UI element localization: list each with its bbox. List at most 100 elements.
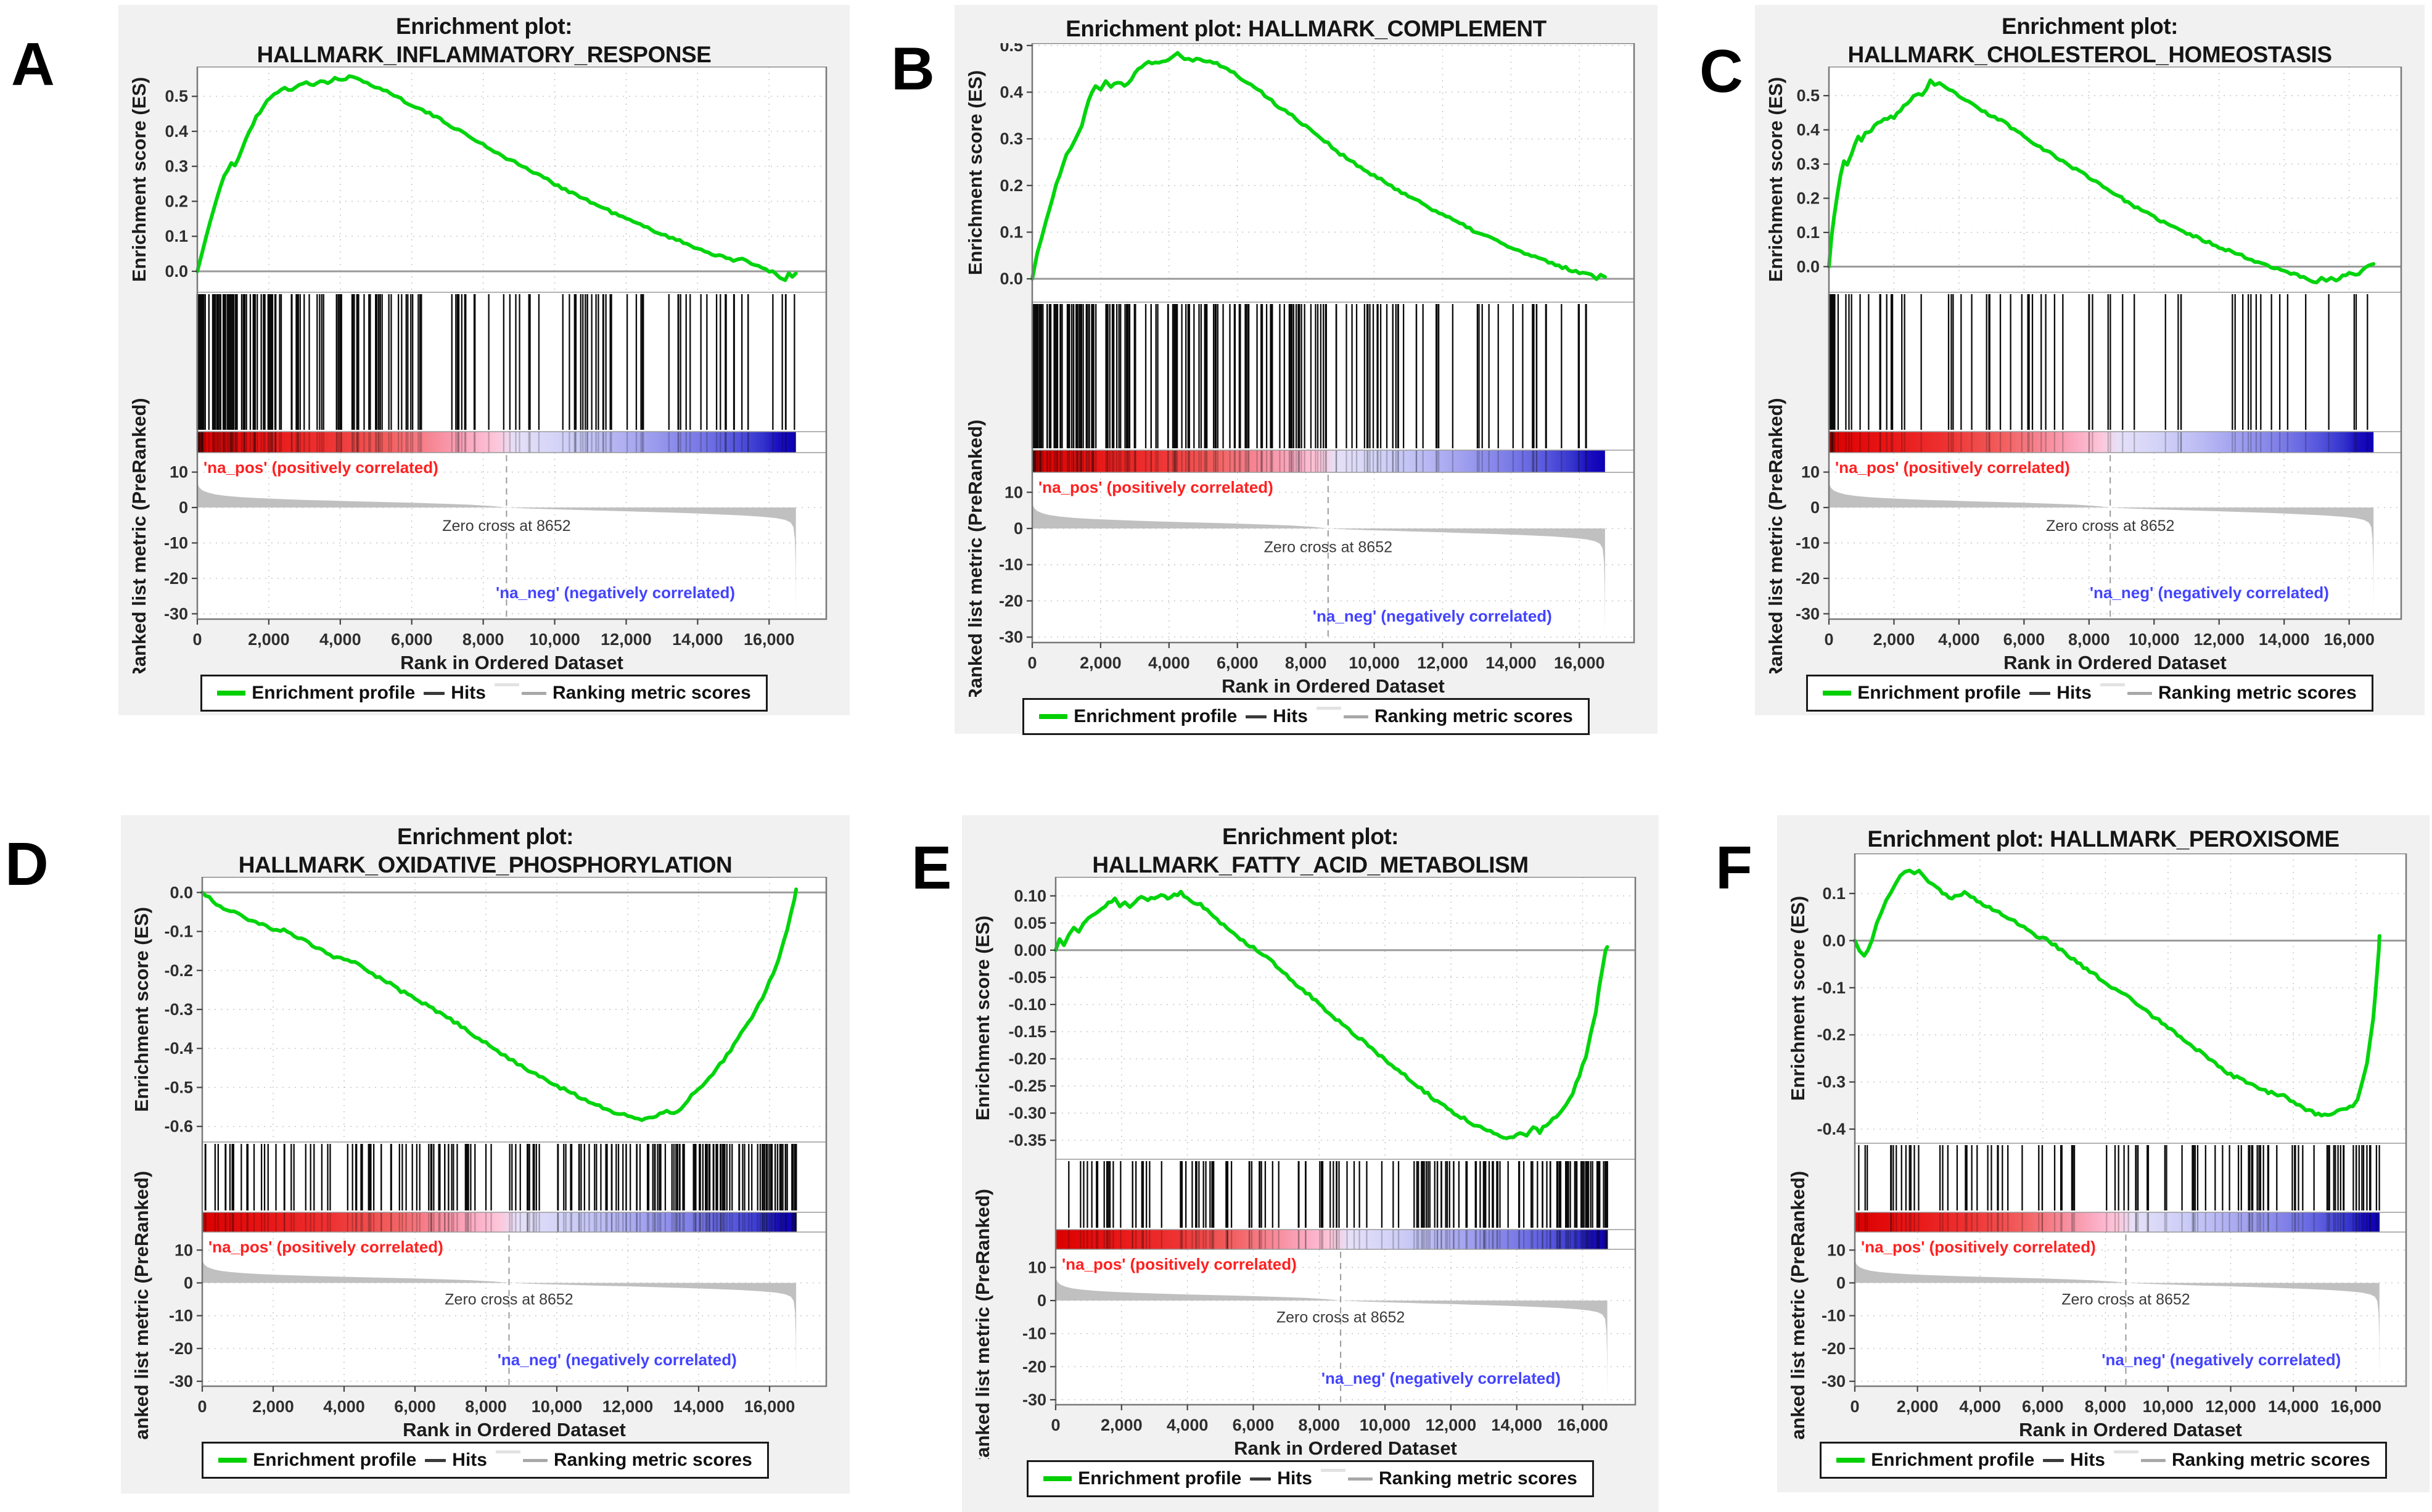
- enrichment-score-curve: [195, 74, 798, 282]
- es-axis: 0.10 0.05 0.00 -0.05 -0.10 -0.15 -0.20 -0.25 -0.…: [972, 887, 1056, 1149]
- svg-text:-10: -10: [169, 1307, 193, 1325]
- hits-barcode: [1031, 304, 1587, 448]
- legend-enrichment-profile: Enrichment profile: [218, 1450, 416, 1471]
- panel-label-a: A: [11, 30, 55, 98]
- svg-text:-20: -20: [1796, 569, 1820, 588]
- zero-cross-annotation: Zero cross at 8652: [2046, 517, 2174, 535]
- svg-text:16,000: 16,000: [1554, 654, 1605, 672]
- es-axis: 0.5 0.4 0.3 0.2 0.1 0.0 Enrichment score (ES): [964, 43, 1032, 288]
- hits-line-icon: [2029, 691, 2051, 695]
- svg-text:12,000: 12,000: [1426, 1416, 1477, 1434]
- es-axis-label: Enrichment score (ES): [972, 916, 993, 1120]
- svg-text:4,000: 4,000: [1167, 1416, 1209, 1434]
- svg-text:2,000: 2,000: [248, 630, 290, 649]
- svg-text:8,000: 8,000: [1298, 1416, 1340, 1434]
- enrichment-profile-line-icon: [1823, 691, 1852, 696]
- annotations: 'na_pos' (positively correlated) Zero cro…: [1861, 1238, 2341, 1369]
- annotations: 'na_pos' (positively correlated) Zero cro…: [208, 1238, 737, 1369]
- hits-line-icon: [424, 691, 445, 695]
- na-neg-annotation: 'na_neg' (negatively correlated): [2101, 1350, 2341, 1369]
- svg-text:10,000: 10,000: [2129, 630, 2180, 649]
- gsea-panel-complement: Enrichment plot: HALLMARK_COMPLEMENT 0.5…: [955, 5, 1658, 735]
- svg-text:12,000: 12,000: [601, 630, 652, 649]
- svg-text:0: 0: [1051, 1416, 1060, 1434]
- legend-label: Enrichment profile: [1078, 1468, 1242, 1489]
- svg-text:0.0: 0.0: [165, 262, 188, 281]
- x-axis-label: Rank in Ordered Dataset: [403, 1419, 626, 1440]
- hits-barcode: [204, 1144, 797, 1210]
- na-pos-annotation: 'na_pos' (positively correlated): [208, 1238, 443, 1256]
- x-axis: 0 2,000 4,000 6,000 8,000 10,000 12,000 14,000 1…: [1027, 643, 1605, 697]
- svg-text:0: 0: [197, 1397, 207, 1416]
- legend-label: Enrichment profile: [253, 1450, 417, 1470]
- svg-text:6,000: 6,000: [2022, 1397, 2064, 1416]
- svg-text:-0.3: -0.3: [164, 1000, 193, 1019]
- svg-text:-0.30: -0.30: [1008, 1104, 1046, 1122]
- plot-border: [1828, 67, 2402, 620]
- svg-text:-0.35: -0.35: [1008, 1131, 1046, 1149]
- ranking-metric-line-icon: [495, 1450, 520, 1453]
- ranked-metric-axis-label: Ranked list metric (PreRanked): [964, 419, 986, 697]
- x-axis-label: Rank in Ordered Dataset: [400, 652, 623, 673]
- enrichment-score-curve: [200, 887, 799, 1122]
- enrichment-profile-line-icon: [1043, 1476, 1072, 1481]
- svg-text:-10: -10: [1822, 1307, 1846, 1325]
- enrichment-score-curve: [1853, 868, 2381, 1118]
- svg-text:6,000: 6,000: [2003, 630, 2045, 649]
- legend-enrichment-profile: Enrichment profile: [1043, 1468, 1241, 1489]
- svg-text:-30: -30: [999, 628, 1023, 646]
- legend-enrichment-profile: Enrichment profile: [217, 683, 415, 704]
- annotations: 'na_pos' (positively correlated) Zero cro…: [1835, 458, 2329, 602]
- svg-text:14,000: 14,000: [673, 1397, 725, 1416]
- svg-text:0.1: 0.1: [1000, 223, 1023, 241]
- ranking-metric-line-icon: [1343, 715, 1368, 718]
- hits-line-icon: [2043, 1458, 2064, 1462]
- legend-hits: Hits: [425, 1450, 487, 1471]
- svg-text:-0.10: -0.10: [1008, 995, 1046, 1014]
- svg-text:0.10: 0.10: [1014, 887, 1046, 905]
- na-pos-annotation: 'na_pos' (positively correlated): [1835, 458, 2070, 477]
- ranking-metric-line-icon: [522, 1458, 548, 1462]
- legend-hits: Hits: [2029, 683, 2092, 704]
- legend-label: Ranking metric scores: [2158, 683, 2357, 703]
- x-axis: 0 2,000 4,000 6,000 8,000 10,000 12,000 14,000 1…: [1850, 1386, 2381, 1440]
- svg-text:-10: -10: [999, 556, 1023, 574]
- svg-text:0.0: 0.0: [1822, 931, 1846, 950]
- es-axis-label: Enrichment score (ES): [1765, 77, 1786, 282]
- svg-text:6,000: 6,000: [1217, 654, 1259, 672]
- legend-label: Hits: [451, 683, 486, 703]
- svg-text:10: 10: [175, 1241, 193, 1259]
- svg-text:12,000: 12,000: [2205, 1397, 2256, 1416]
- es-axis: 0.5 0.4 0.3 0.2 0.1 0.0 Enrichment score (ES): [128, 77, 197, 282]
- x-axis-label: Rank in Ordered Dataset: [1222, 675, 1445, 697]
- enrichment-plot-svg: 0.0 -0.1 -0.2 -0.3 -0.4 -0.5 -0.6 Enrichment sc…: [131, 877, 828, 1440]
- legend-ranking-metric: Ranking metric scores: [1316, 706, 1573, 727]
- hits-line-icon: [1246, 715, 1267, 718]
- svg-text:16,000: 16,000: [1557, 1416, 1608, 1434]
- ranking-metric-line-icon: [1316, 706, 1341, 710]
- es-axis-label: Enrichment score (ES): [128, 77, 150, 282]
- ranked-metric-axis-label: Ranked list metric (PreRanked): [972, 1189, 993, 1459]
- svg-text:16,000: 16,000: [2330, 1397, 2381, 1416]
- ranking-metric-line-icon: [2113, 1450, 2138, 1453]
- panel-label-b: B: [891, 35, 935, 102]
- annotations: 'na_pos' (positively correlated) Zero cro…: [1038, 478, 1552, 625]
- legend-label: Hits: [2070, 1450, 2105, 1470]
- svg-text:0.3: 0.3: [1796, 155, 1820, 173]
- zero-cross-annotation: Zero cross at 8652: [2061, 1291, 2190, 1309]
- svg-text:0.3: 0.3: [165, 157, 188, 176]
- svg-text:0.4: 0.4: [1796, 121, 1820, 139]
- svg-text:0.2: 0.2: [1796, 189, 1820, 208]
- svg-text:10: 10: [1028, 1258, 1046, 1276]
- enrichment-profile-line-icon: [1039, 714, 1068, 719]
- ranked-metric-axis-label: Ranked list metric (PreRanked): [131, 1171, 152, 1440]
- plot-legend: Enrichment profile Hits Ranking metric s…: [1022, 698, 1590, 735]
- colorbar-stripes: [1068, 1230, 1608, 1249]
- svg-text:-0.4: -0.4: [1817, 1120, 1846, 1138]
- legend-label: Enrichment profile: [1871, 1450, 2035, 1470]
- plot-title: Enrichment plot: HALLMARK_COMPLEMENT: [955, 5, 1658, 43]
- svg-text:10,000: 10,000: [1360, 1416, 1411, 1434]
- colorbar-stripes: [1031, 450, 1587, 472]
- svg-text:12,000: 12,000: [602, 1397, 654, 1416]
- svg-text:0: 0: [1037, 1291, 1046, 1310]
